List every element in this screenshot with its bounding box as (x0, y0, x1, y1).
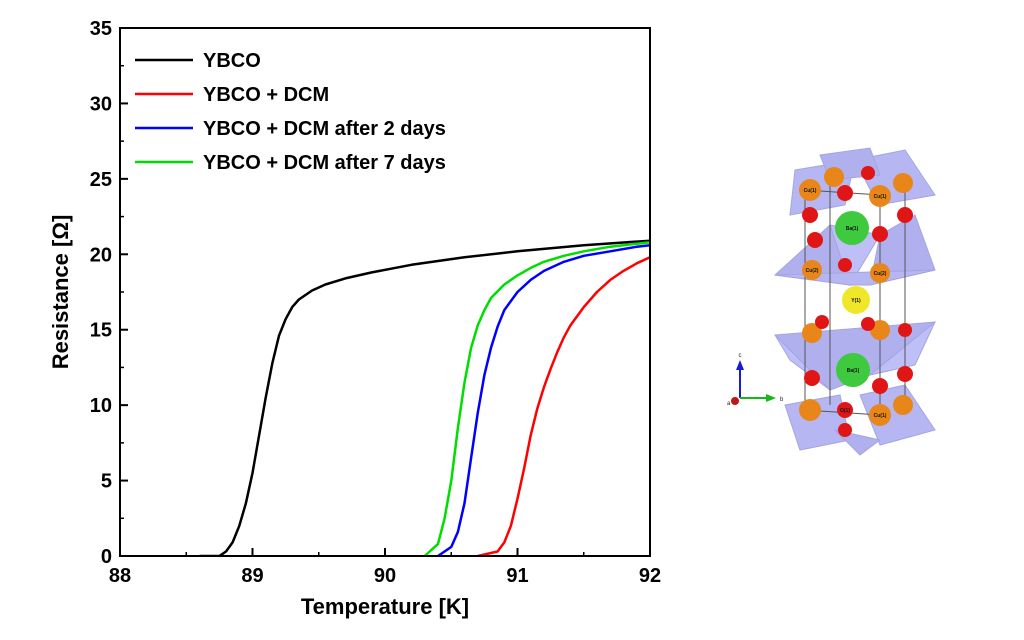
o-atom (815, 315, 829, 329)
x-tick-label: 90 (374, 565, 396, 587)
atom-label: Y(1) (851, 298, 861, 304)
polyhedron (859, 384, 936, 446)
y-tick-label: 30 (90, 93, 112, 115)
cu-atom (802, 260, 822, 280)
cu-atom (869, 404, 891, 426)
y-tick-label: 25 (90, 169, 112, 191)
cu-atom (802, 323, 822, 343)
y-tick-label: 15 (90, 320, 112, 342)
x-tick-label: 91 (506, 565, 528, 587)
o-atom (837, 185, 853, 201)
cu-atom (893, 173, 913, 193)
o-atom (897, 366, 913, 382)
a-axis-label: a (727, 401, 731, 407)
cu-atom (799, 179, 821, 201)
cu-atom (824, 167, 844, 187)
o-atom (807, 232, 823, 248)
series-layer (199, 239, 650, 556)
atom-label: Cu(1) (874, 413, 887, 419)
y-tick-label: 35 (90, 18, 112, 40)
polyhedron (869, 321, 936, 376)
series-line-4 (423, 240, 650, 556)
o-atom (898, 323, 912, 337)
atom-label: Cu(2) (874, 271, 887, 277)
o-atom (872, 378, 888, 394)
x-tick-label: 89 (241, 565, 263, 587)
y-tick-label: 10 (90, 395, 112, 417)
legend-label: YBCO (203, 50, 261, 72)
legend-label: YBCO + DCM after 2 days (203, 118, 446, 140)
b-axis-label: b (780, 397, 784, 403)
y-atom (842, 286, 870, 314)
ba-atom (835, 211, 869, 245)
a-axis-dot (731, 397, 739, 405)
series-line-1 (199, 239, 650, 556)
o-atom (802, 207, 818, 223)
legend-label: YBCO + DCM (203, 84, 329, 106)
c-axis-label: c (739, 353, 742, 359)
atom-label: Cu(2) (806, 268, 819, 274)
cu-atom (870, 263, 890, 283)
y-axis-title: Resistance [Ω] (48, 215, 73, 370)
o-atom (897, 207, 913, 223)
ba-atom (836, 353, 870, 387)
series-line-3 (437, 243, 650, 556)
y-tick-label: 20 (90, 244, 112, 266)
x-tick-label: 92 (639, 565, 661, 587)
o-atom (804, 370, 820, 386)
atom-labels: Cu(1) Cu(1) Ba(1) Cu(2) Cu(2) Y(1) Ba(1)… (804, 188, 887, 419)
atom-label: Ba(1) (847, 368, 860, 374)
x-tick-label: 88 (109, 565, 131, 587)
atom-label: Cu(1) (874, 194, 887, 200)
series-line-2 (477, 256, 650, 556)
atom-label: Cu(1) (804, 188, 817, 194)
y-tick-label: 0 (101, 546, 112, 568)
cu-atom (799, 399, 821, 421)
cu-atom (869, 185, 891, 207)
axes-triad: c b a (727, 353, 784, 407)
y-axis: 0 5 10 15 20 25 30 35 (90, 18, 128, 568)
o-atom (838, 423, 852, 437)
o-atom (838, 258, 852, 272)
o-atom (837, 402, 853, 418)
x-axis: 88 89 90 91 92 (109, 548, 661, 587)
c-axis-arrow (736, 360, 744, 370)
y-tick-label: 5 (101, 471, 112, 493)
o-atom (861, 166, 875, 180)
x-axis-title: Temperature [K] (301, 594, 469, 619)
atoms (799, 166, 913, 437)
o-atom (861, 317, 875, 331)
atom-label: O(1) (840, 408, 850, 414)
o-atom (872, 226, 888, 242)
legend: YBCO YBCO + DCM YBCO + DCM after 2 days YBC… (135, 50, 446, 174)
cu-atom (870, 320, 890, 340)
legend-label: YBCO + DCM after 7 days (203, 152, 446, 174)
atom-label: Ba(1) (846, 226, 859, 232)
b-axis-arrow (766, 394, 776, 402)
cu-atom (893, 395, 913, 415)
